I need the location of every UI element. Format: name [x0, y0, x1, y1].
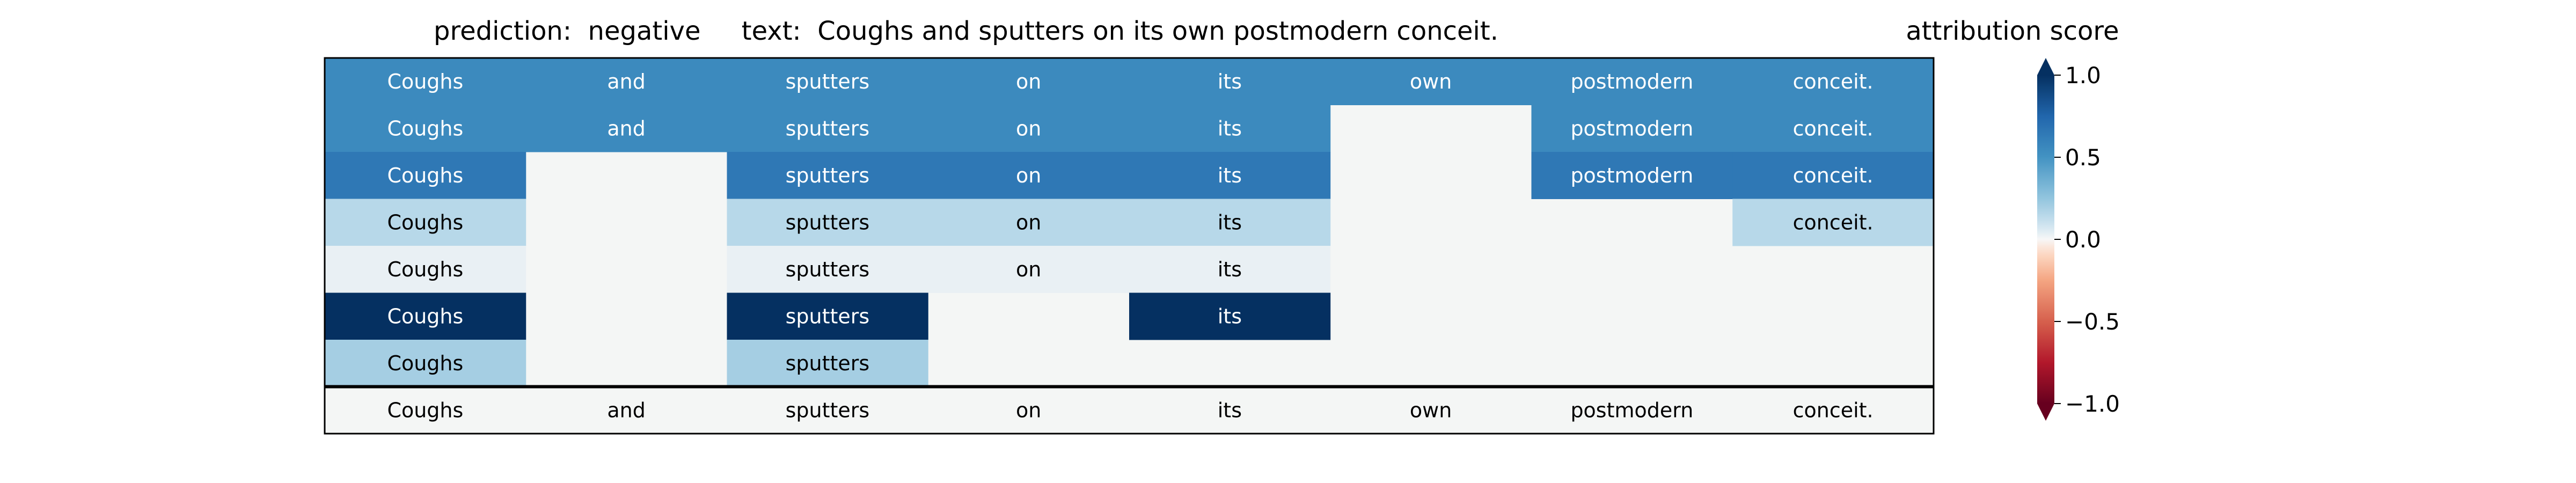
heatmap-cell [1330, 58, 1532, 105]
colorbar-label: attribution score [1906, 16, 2119, 46]
cell-token: its [1218, 70, 1242, 93]
heatmap-cell [1129, 152, 1331, 199]
reference-token: own [1410, 398, 1452, 422]
heatmap-cell [325, 292, 526, 340]
heatmap-cell [1129, 199, 1331, 246]
colorbar-gradient [2037, 75, 2054, 404]
cell-token: sputters [786, 352, 870, 375]
cell-token: Coughs [387, 210, 463, 234]
cell-token: its [1218, 258, 1242, 281]
cell-token: postmodern [1570, 70, 1693, 93]
heatmap-cell [325, 58, 526, 105]
heatmap-cell [727, 246, 928, 293]
cell-token: conceit. [1793, 210, 1874, 234]
cell-token: sputters [786, 116, 870, 140]
heatmap-cell [727, 199, 928, 246]
cell-token: its [1218, 164, 1242, 187]
heatmap-cell [325, 105, 526, 152]
heatmap-cell [325, 152, 526, 199]
heatmap-cell [1531, 58, 1733, 105]
chart-title: prediction: negative text: Coughs and sp… [0, 16, 1932, 46]
heatmap-cell [727, 340, 928, 387]
colorbar-tick-label: 1.0 [2065, 62, 2101, 89]
cell-token: Coughs [387, 116, 463, 140]
reference-token: and [607, 398, 646, 422]
heatmap-cell [1129, 246, 1331, 293]
cell-token: conceit. [1793, 116, 1874, 140]
colorbar-tick-label: −1.0 [2065, 391, 2120, 417]
heatmap-cell [325, 340, 526, 387]
heatmap-cell [1732, 58, 1934, 105]
cell-token: its [1218, 116, 1242, 140]
cell-token: own [1410, 70, 1452, 93]
heatmap-cell [1531, 105, 1733, 152]
cell-token: sputters [786, 70, 870, 93]
cell-token: on [1016, 70, 1041, 93]
heatmap-cell [325, 199, 526, 246]
cell-token: conceit. [1793, 164, 1874, 187]
colorbar-extend-bottom [2037, 404, 2054, 421]
cell-token: sputters [786, 258, 870, 281]
cell-token: its [1218, 210, 1242, 234]
cell-token: sputters [786, 164, 870, 187]
heatmap-cell [325, 246, 526, 293]
title-prediction-label: prediction: [434, 16, 572, 46]
reference-token: on [1016, 398, 1041, 422]
cell-token: Coughs [387, 258, 463, 281]
heatmap-cell [727, 292, 928, 340]
heatmap-cell [928, 246, 1130, 293]
cell-token: conceit. [1793, 70, 1874, 93]
heatmap-cell [928, 152, 1130, 199]
title-text-label: text: [741, 16, 801, 46]
heatmap-cell [928, 105, 1130, 152]
cell-token: Coughs [387, 352, 463, 375]
reference-token: sputters [786, 398, 870, 422]
heatmap-cell [727, 105, 928, 152]
reference-token: conceit. [1793, 398, 1874, 422]
cell-token: and [607, 70, 646, 93]
colorbar-tick-label: −0.5 [2065, 309, 2120, 335]
cell-token: on [1016, 116, 1041, 140]
heatmap-cell [1732, 105, 1934, 152]
cell-token: sputters [786, 210, 870, 234]
cell-token: its [1218, 304, 1242, 328]
heatmap-cell [525, 105, 727, 152]
cell-token: Coughs [387, 164, 463, 187]
heatmap-cell [1129, 105, 1331, 152]
heatmap-cell [928, 58, 1130, 105]
heatmap-cell [1129, 58, 1331, 105]
cell-token: on [1016, 210, 1041, 234]
heatmap-cell [928, 199, 1130, 246]
cell-token: postmodern [1570, 164, 1693, 187]
heatmap-cell [1732, 152, 1934, 199]
reference-token: Coughs [387, 398, 463, 422]
heatmap-cell [727, 152, 928, 199]
heatmap-cell [1732, 199, 1934, 246]
colorbar-extend-top [2037, 58, 2054, 75]
title-prediction: negative [588, 16, 701, 46]
cell-token: Coughs [387, 70, 463, 93]
colorbar-tick-label: 0.0 [2065, 226, 2101, 253]
reference-token: postmodern [1570, 398, 1693, 422]
cell-token: and [607, 116, 646, 140]
cell-token: Coughs [387, 304, 463, 328]
heatmap-cell [1129, 292, 1331, 340]
cell-token: on [1016, 164, 1041, 187]
heatmap-cell [525, 58, 727, 105]
cell-token: sputters [786, 304, 870, 328]
heatmap-cell [1531, 152, 1733, 199]
heatmap-frame [324, 57, 1935, 435]
title-text: Coughs and sputters on its own postmoder… [817, 16, 1498, 46]
cell-token: on [1016, 258, 1041, 281]
cell-token: postmodern [1570, 116, 1693, 140]
colorbar-tick-label: 0.5 [2065, 144, 2101, 171]
reference-token: its [1218, 398, 1242, 422]
heatmap-cell [727, 58, 928, 105]
